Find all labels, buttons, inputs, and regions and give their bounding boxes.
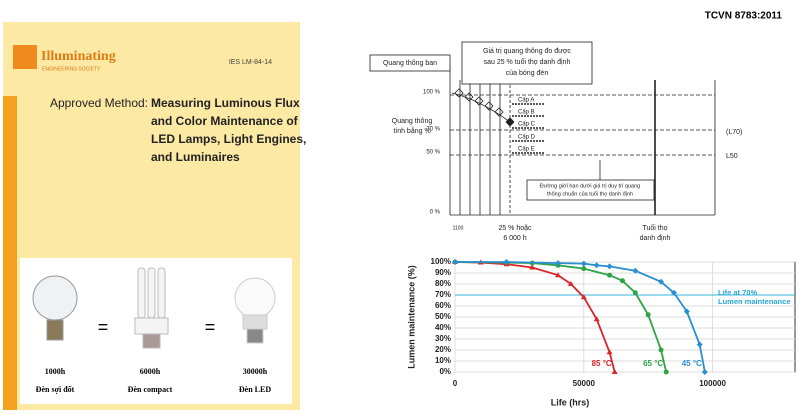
x-tick-label: 50000	[573, 379, 596, 388]
point	[645, 312, 651, 318]
limit-note: thông chuẩn của tuổi thọ danh định	[547, 190, 633, 197]
series-label: 85 °C	[592, 359, 612, 368]
point	[696, 341, 703, 348]
level-label: 100 %	[423, 90, 441, 96]
measured-flux-label: Giá trị quang thông đo được	[483, 48, 571, 55]
point	[632, 290, 638, 296]
series-line	[455, 261, 706, 373]
reference-label: Life at 70%	[718, 288, 758, 297]
y-tick-label: 10%	[435, 356, 451, 365]
l50-label: L50	[726, 153, 738, 160]
point	[683, 308, 690, 315]
point	[555, 260, 562, 267]
point	[580, 294, 587, 300]
series-label: 65 °C	[643, 359, 663, 368]
led-bulb	[234, 277, 276, 344]
point	[658, 347, 664, 353]
x-axis-label: Life (hrs)	[551, 397, 590, 407]
diagram-y-label: tính bằng %	[393, 126, 430, 135]
incandescent-bulb	[32, 275, 78, 341]
point	[567, 281, 574, 286]
series-line	[454, 261, 616, 373]
standard-code: TCVN 8783:2011	[705, 11, 783, 22]
reference-label: Lumen maintenance	[718, 297, 791, 306]
class-label: Cấp A	[518, 98, 534, 104]
y-tick-label: 90%	[435, 268, 451, 277]
start-label: 1100	[453, 225, 464, 231]
point	[606, 263, 613, 270]
point	[606, 349, 613, 355]
point	[593, 262, 600, 269]
y-tick-label: 70%	[435, 290, 451, 299]
class-label: Cấp B	[518, 110, 535, 116]
point	[503, 259, 510, 265]
quarter-life-label: 6 000 h	[503, 235, 526, 242]
point	[529, 264, 536, 270]
y-tick-label: 100%	[431, 257, 451, 266]
measured-flux-label: của bóng đèn	[506, 69, 549, 77]
rated-life-label: Tuổi thọ	[642, 224, 667, 232]
point	[593, 316, 600, 322]
bulb-hours: 30000h	[243, 367, 268, 376]
y-tick-label: 0%	[439, 367, 451, 376]
point	[658, 278, 665, 285]
y-tick-label: 80%	[435, 279, 451, 288]
point	[607, 272, 613, 278]
bulb-name: Đèn compact	[128, 385, 173, 394]
bulb-name: Đèn sợi đốt	[36, 385, 75, 394]
class-label: Cấp D	[518, 135, 536, 141]
x-tick-label: 0	[453, 379, 458, 388]
bulb-hours: 1000h	[45, 367, 66, 376]
limit-note: Đường giới hạn dưới giá trị duy trì quan…	[540, 183, 640, 189]
point	[452, 259, 458, 265]
cover-title: Measuring Luminous Flux	[151, 96, 300, 110]
y-tick-label: 40%	[435, 323, 451, 332]
cover-title: and Luminaires	[151, 150, 240, 164]
cfl-bulb	[134, 267, 169, 349]
class-label: Cấp C	[518, 122, 536, 128]
y-axis-label: Lumen maintenance (%)	[406, 265, 416, 369]
point	[701, 369, 708, 375]
bulb-name: Đèn LED	[239, 385, 271, 394]
point	[663, 369, 669, 375]
point	[632, 267, 639, 274]
point	[619, 278, 625, 284]
y-tick-label: 60%	[435, 301, 451, 310]
point	[670, 289, 677, 296]
initial-flux-label: Quang thông ban	[383, 60, 437, 67]
equals-sign: =	[98, 317, 109, 337]
y-tick-label: 20%	[435, 345, 451, 354]
rated-life-label: danh định	[640, 235, 671, 242]
bulb-hours: 6000h	[140, 367, 161, 376]
logo-mark	[13, 45, 37, 69]
x-tick-label: 100000	[699, 379, 726, 388]
cover-stripe	[3, 96, 17, 410]
method-label: Approved Method:	[50, 96, 148, 110]
measured-flux-label: sau 25 % tuổi thọ danh định	[484, 58, 571, 66]
level-label: 70 %	[426, 127, 440, 133]
point	[555, 272, 562, 278]
point	[580, 260, 587, 267]
series-label: 45 °C	[682, 359, 702, 368]
y-tick-label: 30%	[435, 334, 451, 343]
logo-text: Illuminating	[41, 49, 116, 64]
level-label: 50 %	[426, 150, 440, 156]
l70-label: (L70)	[726, 129, 742, 136]
level-label: 0 %	[430, 210, 441, 216]
document-code: IES LM-84-14	[229, 59, 272, 66]
cover-title: and Color Maintenance of	[151, 114, 299, 128]
equals-sign: =	[205, 317, 216, 337]
cover-title: LED Lamps, Light Engines,	[151, 132, 306, 146]
diagram-y-label: Quang thông	[392, 118, 433, 125]
logo-subtext: ENGINEERING SOCIETY	[42, 66, 101, 72]
y-tick-label: 50%	[435, 312, 451, 321]
diagram-lines	[369, 41, 716, 216]
quarter-life-label: 25 % hoặc	[498, 225, 532, 232]
point	[581, 266, 587, 272]
class-label: Cấp E	[518, 147, 535, 153]
point	[611, 369, 618, 374]
